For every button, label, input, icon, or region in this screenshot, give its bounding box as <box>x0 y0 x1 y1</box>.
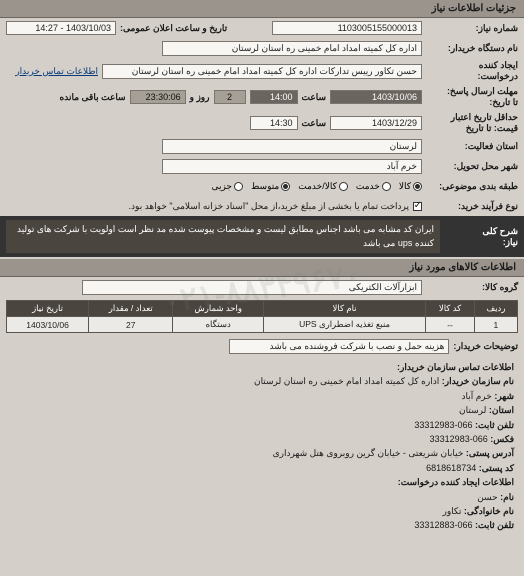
desc-section: شرح کلی نیاز: ایران کد مشابه می باشد اجن… <box>0 216 524 257</box>
contact-title: اطلاعات تماس سازمان خریدار: <box>397 362 514 372</box>
radio-goods[interactable]: کالا/خدمت <box>298 181 348 192</box>
radio-all[interactable]: کالا <box>399 181 422 192</box>
desc-label: شرح کلی نیاز: <box>446 226 518 248</box>
need-no-value: 1103005155000013 <box>272 21 422 35</box>
hours-left-label: روز و <box>190 92 210 103</box>
province-value: لرستان <box>162 139 422 154</box>
announce-label: تاریخ و ساعت اعلان عمومی: <box>120 23 227 34</box>
creator-value: حسن تکاور رییس تدارکات اداره کل کمیته ام… <box>102 64 422 79</box>
cell: 1403/10/06 <box>7 317 89 333</box>
minvalid-time: 14:30 <box>250 116 298 130</box>
radio-small[interactable]: جزیی <box>211 181 243 192</box>
col-header: تعداد / مقدار <box>89 301 173 317</box>
deadline-label: مهلت ارسال پاسخ: تا تاریخ: <box>426 86 518 108</box>
cell: منبع تغذیه اضطراری UPS <box>263 317 425 333</box>
city-value: خرم آباد <box>162 159 422 174</box>
table-row: 1--منبع تغذیه اضطراری UPSدستگاه271403/10… <box>7 317 518 333</box>
province-label: استان فعالیت: <box>426 141 518 152</box>
minvalid-date: 1403/12/29 <box>330 116 422 130</box>
col-header: کد کالا <box>426 301 475 317</box>
proc-checkbox[interactable] <box>413 202 422 211</box>
contact-block: اطلاعات تماس سازمان خریدار: نام سازمان خ… <box>0 356 524 537</box>
announce-value: 1403/10/03 - 14:27 <box>6 21 116 35</box>
items-table: ردیفکد کالانام کالاواحد شمارشتعداد / مقد… <box>6 300 518 333</box>
col-header: نام کالا <box>263 301 425 317</box>
desc-text: ایران کد مشابه می باشد اجناس مطابق لیست … <box>6 220 440 253</box>
need-no-label: شماره نیاز: <box>426 23 518 34</box>
cell: 27 <box>89 317 173 333</box>
buyer-note-value: هزینه حمل و نصب با شرکت فروشنده می باشد <box>229 339 449 354</box>
proc-label: نوع فرآیند خرید: <box>426 201 518 212</box>
deadline-date: 1403/10/06 <box>330 90 422 104</box>
buyer-value: اداره کل کمیته امداد امام خمینی ره استان… <box>162 41 422 56</box>
deadline-time: 14:00 <box>250 90 298 104</box>
deadline-time-label: ساعت <box>302 92 327 103</box>
hours-suffix: ساعت باقی مانده <box>60 92 126 103</box>
goods-group-label: گروه کالا: <box>426 282 518 293</box>
cell: -- <box>426 317 475 333</box>
days-left: 2 <box>214 90 246 104</box>
col-header: تاریخ نیاز <box>7 301 89 317</box>
buyer-note-label: توضیحات خریدار: <box>453 341 518 352</box>
city-label: شهر محل تحویل: <box>426 161 518 172</box>
goods-header: اطلاعات کالاهای مورد نیاز <box>0 259 524 277</box>
req-creator-title: اطلاعات ایجاد کننده درخواست: <box>398 477 514 487</box>
col-header: ردیف <box>474 301 517 317</box>
radio-intermediate[interactable]: متوسط <box>251 181 290 192</box>
cell: 1 <box>474 317 517 333</box>
cell: دستگاه <box>173 317 264 333</box>
minvalid-label: حداقل تاریخ اعتبار قیمت: تا تاریخ <box>426 112 518 134</box>
minvalid-time-label: ساعت <box>302 118 327 129</box>
goods-group-value: ابزارآلات الکتریکی <box>82 280 422 295</box>
creator-label: ایجاد کننده درخواست: <box>426 60 518 82</box>
radio-service[interactable]: خدمت <box>356 181 391 192</box>
buyer-label: نام دستگاه خریدار: <box>426 43 518 54</box>
page-header: جزئیات اطلاعات نیاز <box>0 0 524 18</box>
proc-note: پرداخت تمام یا بخشی از مبلغ خرید،از محل … <box>129 201 409 212</box>
contact-link[interactable]: اطلاعات تماس خریدار <box>15 66 98 77</box>
col-header: واحد شمارش <box>173 301 264 317</box>
subjgrp-label: طبقه بندی موضوعی: <box>426 181 518 192</box>
subject-radio-group: کالا خدمت کالا/خدمت متوسط جزیی <box>211 181 422 192</box>
hours-left: 23:30:06 <box>130 90 186 104</box>
